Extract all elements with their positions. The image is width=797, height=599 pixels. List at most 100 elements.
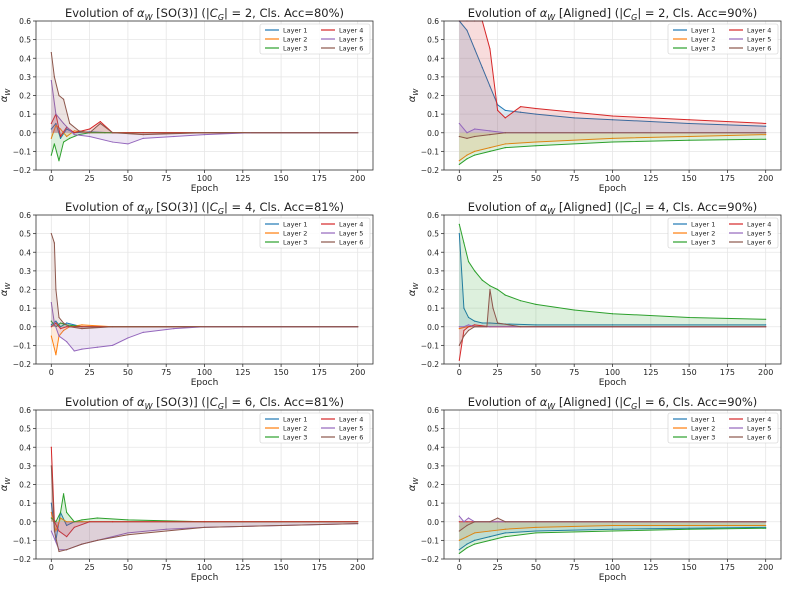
x-tick-label: 150 (273, 368, 288, 377)
data-point (62, 322, 65, 324)
x-tick-label: 125 (235, 563, 250, 572)
y-axis-label: αW (407, 282, 420, 297)
data-point (50, 301, 52, 304)
data-point (55, 320, 57, 322)
y-tick-label: −0.2 (13, 166, 31, 175)
data-point (519, 111, 522, 113)
series-line-6 (50, 233, 358, 330)
data-point (66, 521, 68, 523)
data-point (474, 150, 476, 152)
data-point (127, 519, 129, 521)
x-axis-label: Epoch (191, 378, 219, 388)
x-tick-label: 75 (161, 174, 171, 183)
legend-label: Layer 3 (691, 45, 715, 53)
series-fill-5 (51, 521, 358, 550)
x-tick-label: 0 (49, 563, 54, 572)
data-point (504, 294, 506, 296)
data-point (474, 532, 476, 534)
data-point (66, 536, 68, 538)
data-point (466, 137, 468, 139)
chart-title-prefix: Evolution of (65, 200, 137, 214)
x-tick-label: 75 (161, 563, 171, 572)
legend-label: Layer 6 (339, 434, 363, 442)
data-point (535, 145, 537, 147)
series-fill-1 (459, 521, 766, 550)
data-point (96, 539, 98, 541)
legend-label: Layer 5 (747, 230, 771, 238)
data-point (458, 160, 460, 162)
chart-title-cg-subscript: G (218, 207, 224, 216)
data-point (53, 322, 55, 324)
chart-title-subscript: W (547, 402, 556, 411)
data-point (66, 128, 68, 130)
data-point (89, 128, 91, 130)
legend-label: Layer 4 (747, 27, 771, 35)
data-point (50, 465, 52, 467)
data-point (688, 119, 690, 121)
data-point (611, 524, 614, 527)
y-axis-label-subscript: W (412, 88, 420, 96)
y-tick-label: 0.5 (427, 36, 439, 45)
data-point (489, 134, 491, 136)
legend-box (667, 217, 779, 249)
data-point (99, 120, 101, 123)
data-point (50, 137, 52, 139)
data-point (467, 324, 470, 326)
data-point (66, 511, 68, 514)
data-point (467, 329, 470, 332)
data-point (59, 137, 62, 139)
data-point (357, 523, 359, 525)
y-axis-label: αW (407, 88, 420, 103)
chart-panel-5: 0 25 50 75 100 125 150 175 200 −0.2 −0.1 0.0 0.1 0.2 0… (0, 395, 374, 583)
series-fill-4 (459, 21, 766, 133)
y-tick-label: 0.0 (427, 323, 439, 332)
data-point (688, 139, 690, 141)
data-point (96, 346, 98, 348)
y-tick-label: 0.5 (19, 36, 31, 45)
y-tick-label: 0.6 (19, 211, 31, 220)
data-point (165, 530, 167, 532)
data-point (50, 446, 52, 448)
data-point (89, 132, 91, 134)
y-tick-label: 0.3 (19, 267, 31, 276)
chart-title-prefix: Evolution of (65, 395, 137, 409)
data-point (66, 135, 68, 138)
data-point (463, 335, 465, 337)
data-point (535, 132, 537, 134)
y-axis-label: αW (0, 477, 12, 492)
data-point (50, 530, 52, 532)
data-point (765, 524, 767, 527)
legend-label: Layer 5 (339, 36, 363, 44)
x-tick-label: 125 (643, 174, 658, 183)
data-point (81, 521, 83, 523)
data-point (688, 122, 690, 125)
chart-title-subscript: W (547, 207, 556, 216)
legend-label: Layer 3 (691, 239, 715, 247)
data-point (489, 48, 491, 50)
y-tick-label: 0.0 (427, 129, 439, 138)
series-fill-1 (459, 21, 766, 133)
legend-label: Layer 5 (339, 230, 363, 238)
chart-title-mid: [Aligned] (| (555, 395, 623, 409)
data-point (50, 52, 52, 54)
chart-title-mid: [SO(3)] (| (153, 200, 210, 214)
data-point (466, 547, 468, 549)
x-tick-label: 200 (350, 368, 365, 377)
data-point (55, 530, 57, 532)
x-tick-label: 50 (531, 368, 541, 377)
data-point (474, 270, 476, 272)
y-tick-label: −0.1 (421, 341, 439, 350)
data-point (458, 223, 460, 225)
data-point (62, 329, 65, 332)
data-point (474, 521, 476, 523)
data-point (611, 528, 614, 530)
data-point (280, 524, 282, 527)
legend-label: Layer 3 (283, 434, 307, 442)
data-point (458, 163, 460, 166)
legend-label: Layer 4 (339, 221, 363, 229)
x-tick-label: 200 (758, 563, 773, 572)
x-tick-label: 25 (85, 368, 95, 377)
data-point (73, 130, 75, 132)
chart-title-prefix: Evolution of (468, 395, 540, 409)
